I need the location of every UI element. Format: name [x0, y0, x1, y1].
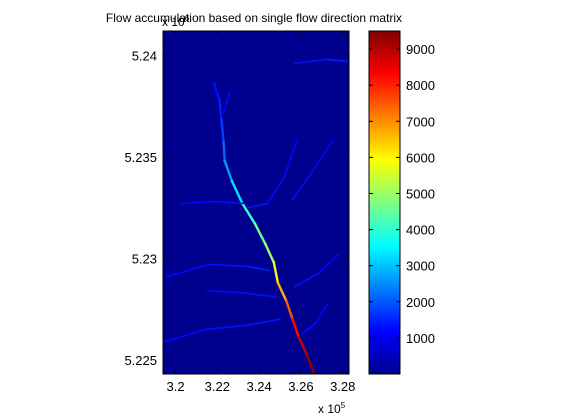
- tributary-segment: [241, 291, 277, 298]
- colorbar-tick-label: 4000: [406, 223, 435, 238]
- y-axis-ticks: 5.225 5.23 5.235 5.24: [124, 48, 349, 368]
- tributary-segment: [266, 175, 286, 205]
- colorbar-tick-label: 8000: [406, 78, 435, 93]
- colorbar-gradient: [368, 30, 401, 375]
- y-tick-label: 5.24: [132, 48, 157, 63]
- tributary-segment: [212, 200, 246, 205]
- y-tick-label: 5.235: [124, 150, 157, 165]
- tributary-segment: [310, 139, 334, 175]
- main-channel-segment: [291, 317, 301, 340]
- colorbar-tick-label: 2000: [406, 295, 435, 310]
- main-channel-segment: [276, 281, 288, 303]
- main-channel-segment: [253, 222, 268, 246]
- tributary-segment: [206, 289, 244, 294]
- tributary-segment: [247, 202, 269, 209]
- chart-title: Flow accumulation based on single flow d…: [106, 11, 402, 25]
- x-tick-label: 3.26: [288, 379, 313, 394]
- colorbar-tick-label: 1000: [406, 331, 435, 346]
- main-channel-segment: [218, 98, 223, 122]
- tributary-segment: [325, 58, 348, 63]
- main-channel-segment: [284, 299, 295, 321]
- tributary-segment: [208, 263, 248, 268]
- main-channel-segment: [222, 141, 226, 163]
- x-tick-label: 3.24: [246, 379, 271, 394]
- tributary-segment: [293, 58, 327, 65]
- main-channel-segment: [220, 118, 225, 144]
- main-channel-segment: [230, 179, 244, 206]
- x-tick-label: 3.2: [167, 379, 185, 394]
- colorbar-ticks: 1000 2000 3000 4000 5000 6000 7000 8000 9000: [369, 42, 435, 346]
- tributary-segment: [245, 265, 271, 272]
- y-tick-label: 5.23: [132, 251, 157, 266]
- x-axis-ticks: 3.2 3.22 3.24 3.26 3.28: [167, 31, 355, 394]
- x-axis-multiplier: x 105: [318, 401, 346, 416]
- tributary-segment: [180, 200, 215, 205]
- tributary-segment: [245, 318, 281, 327]
- tributary-segment: [166, 263, 210, 278]
- tributary-segment: [314, 301, 330, 325]
- x-tick-label: 3.28: [330, 379, 355, 394]
- main-channel-segment: [212, 82, 221, 102]
- tributary-segment: [301, 322, 317, 335]
- tributary-segment: [291, 171, 313, 201]
- plot-frame: [162, 30, 350, 375]
- tributary-segment: [206, 324, 248, 331]
- colorbar-tick-label: 5000: [406, 186, 435, 201]
- y-axis-multiplier: x 106: [162, 14, 190, 29]
- main-channel-segment: [297, 335, 309, 358]
- main-channel-segment: [272, 260, 280, 285]
- colorbar-tick-label: 3000: [406, 259, 435, 274]
- colorbar-tick-label: 6000: [406, 150, 435, 165]
- x-tick-label: 3.22: [205, 379, 230, 394]
- tributary-segment: [164, 328, 208, 343]
- colorbar-tick-label: 7000: [406, 114, 435, 129]
- tributary-segment: [222, 90, 231, 114]
- tributary-segment: [293, 271, 321, 288]
- colorbar: 1000 2000 3000 4000 5000 6000 7000 8000 9000: [368, 30, 435, 375]
- streams-layer: [164, 58, 348, 374]
- tributary-segment: [318, 253, 340, 274]
- plot-axes: 3.2 3.22 3.24 3.26 3.28 5.225 5.23 5.235 5.24: [124, 30, 355, 394]
- main-channel-segment: [240, 201, 257, 226]
- y-tick-label: 5.225: [124, 353, 157, 368]
- main-channel-segment: [223, 159, 234, 183]
- tributary-segment: [283, 139, 298, 179]
- main-channel-segment: [305, 354, 316, 374]
- colorbar-tick-label: 9000: [406, 42, 435, 57]
- main-channel-segment: [263, 242, 276, 264]
